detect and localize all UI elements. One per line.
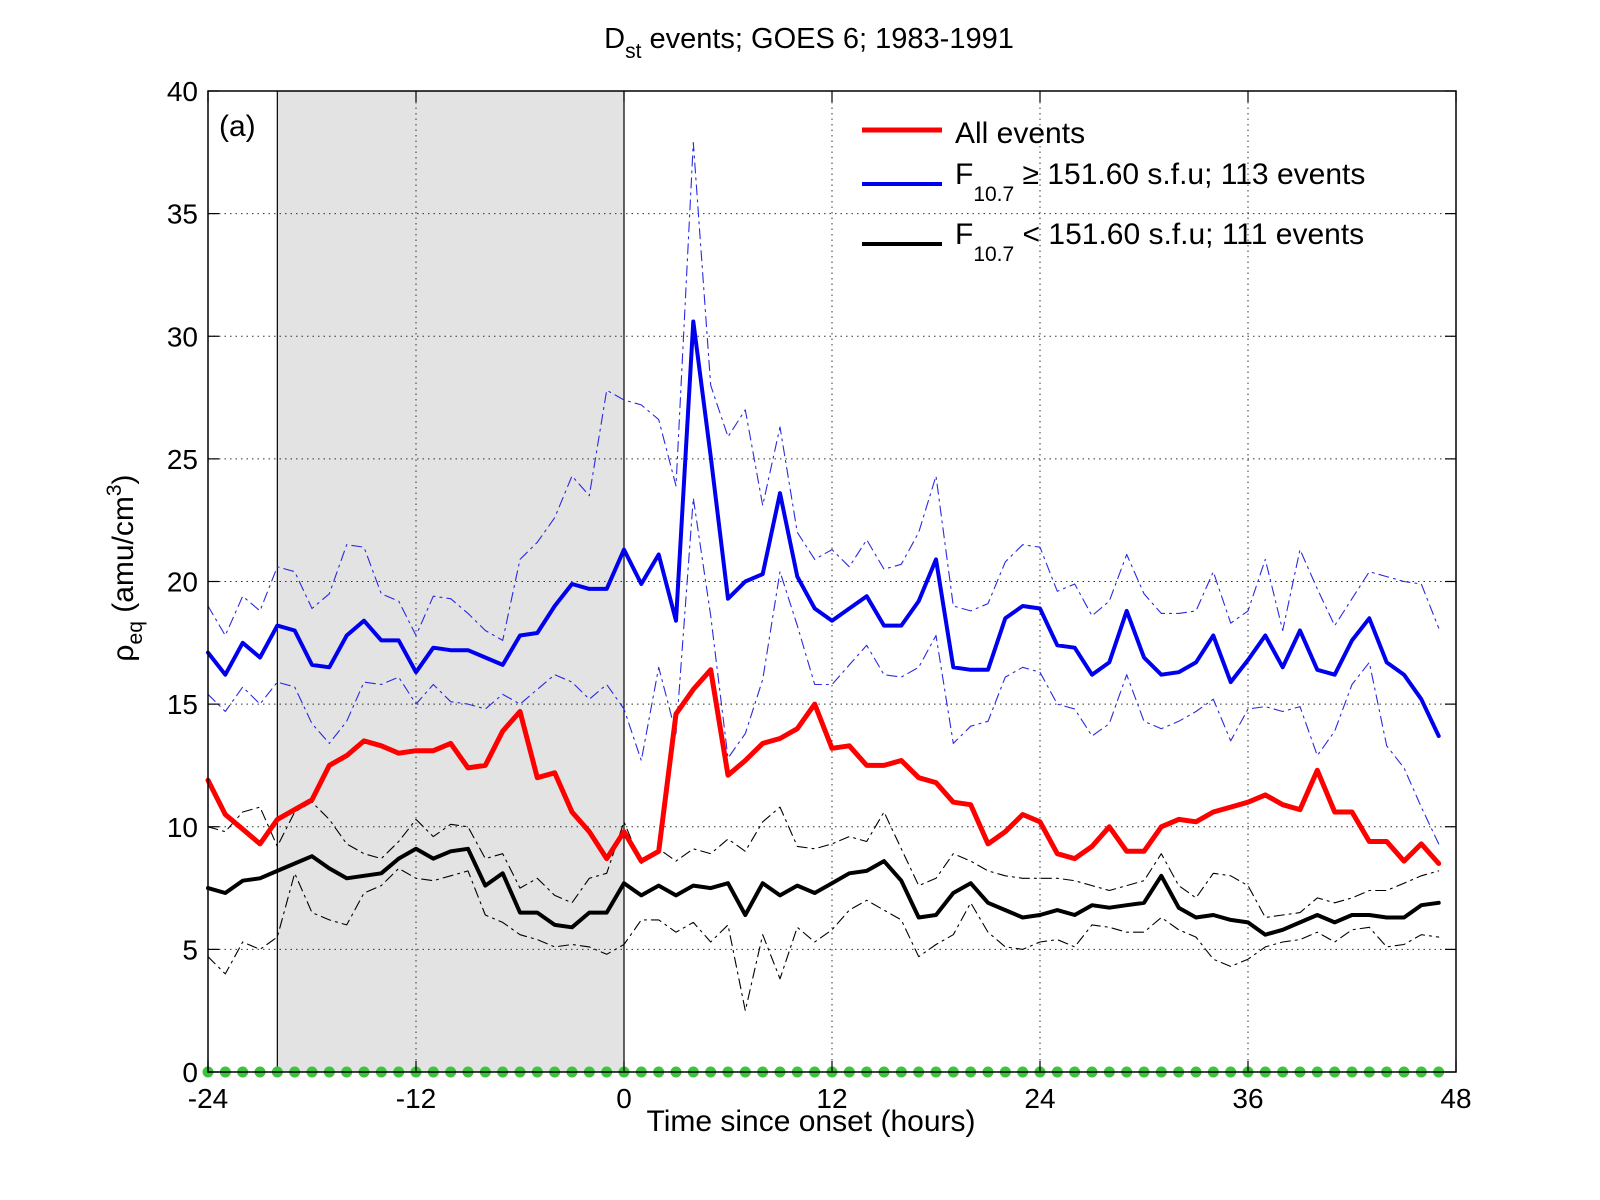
y-tick-label: 20 [167,567,198,598]
series-line-high-lower [207,497,1440,845]
legend: All events F10.7 ≥ 151.60 s.f.u; 113 eve… [862,117,1365,266]
series-line-low [206,846,1441,937]
series-line-high-upper [207,141,1440,641]
series-line-high [206,319,1441,738]
y-tick-label: 0 [182,1057,198,1088]
x-tick-label: 36 [1232,1083,1263,1114]
legend-label-all: All events [955,117,1085,150]
x-tick-label: 12 [816,1083,847,1114]
x-tick-label: 48 [1440,1083,1471,1114]
legend-label-low: F10.7 < 151.60 s.f.u; 111 events [955,218,1364,266]
tick-marks [207,90,1457,1073]
series-line-low-lower [207,867,1440,1012]
x-tick-label: 24 [1024,1083,1055,1114]
x-axis-label: Time since onset (hours) [646,1105,975,1138]
y-tick-labels: 0 5 10 15 20 25 30 35 40 [167,76,198,1088]
x-tick-label: -24 [188,1083,228,1114]
series-line-all [205,667,1442,866]
y-tick-label: 5 [182,934,198,965]
x-tick-label: -12 [396,1083,436,1114]
series-layer [205,141,1442,1012]
chart-title: Dst events; GOES 6; 1983-1991 [604,23,1014,63]
panel-label: (a) [219,110,256,143]
y-tick-label: 25 [167,444,198,475]
x-tick-labels: -24 -12 0 12 24 36 48 [188,1083,1472,1114]
y-tick-label: 30 [167,321,198,352]
y-axis-label: ρeq (amu/cm3) [103,474,147,661]
series-line-low-upper [207,801,1440,919]
legend-label-high: F10.7 ≥ 151.60 s.f.u; 113 events [955,158,1365,206]
x-tick-label: 0 [616,1083,632,1114]
y-tick-label: 10 [167,812,198,843]
plot-area: -24 -12 0 12 24 36 48 0 5 10 15 20 25 30 35 40 [167,76,1472,1114]
y-tick-label: 15 [167,689,198,720]
y-tick-label: 35 [167,199,198,230]
y-tick-label: 40 [167,76,198,107]
